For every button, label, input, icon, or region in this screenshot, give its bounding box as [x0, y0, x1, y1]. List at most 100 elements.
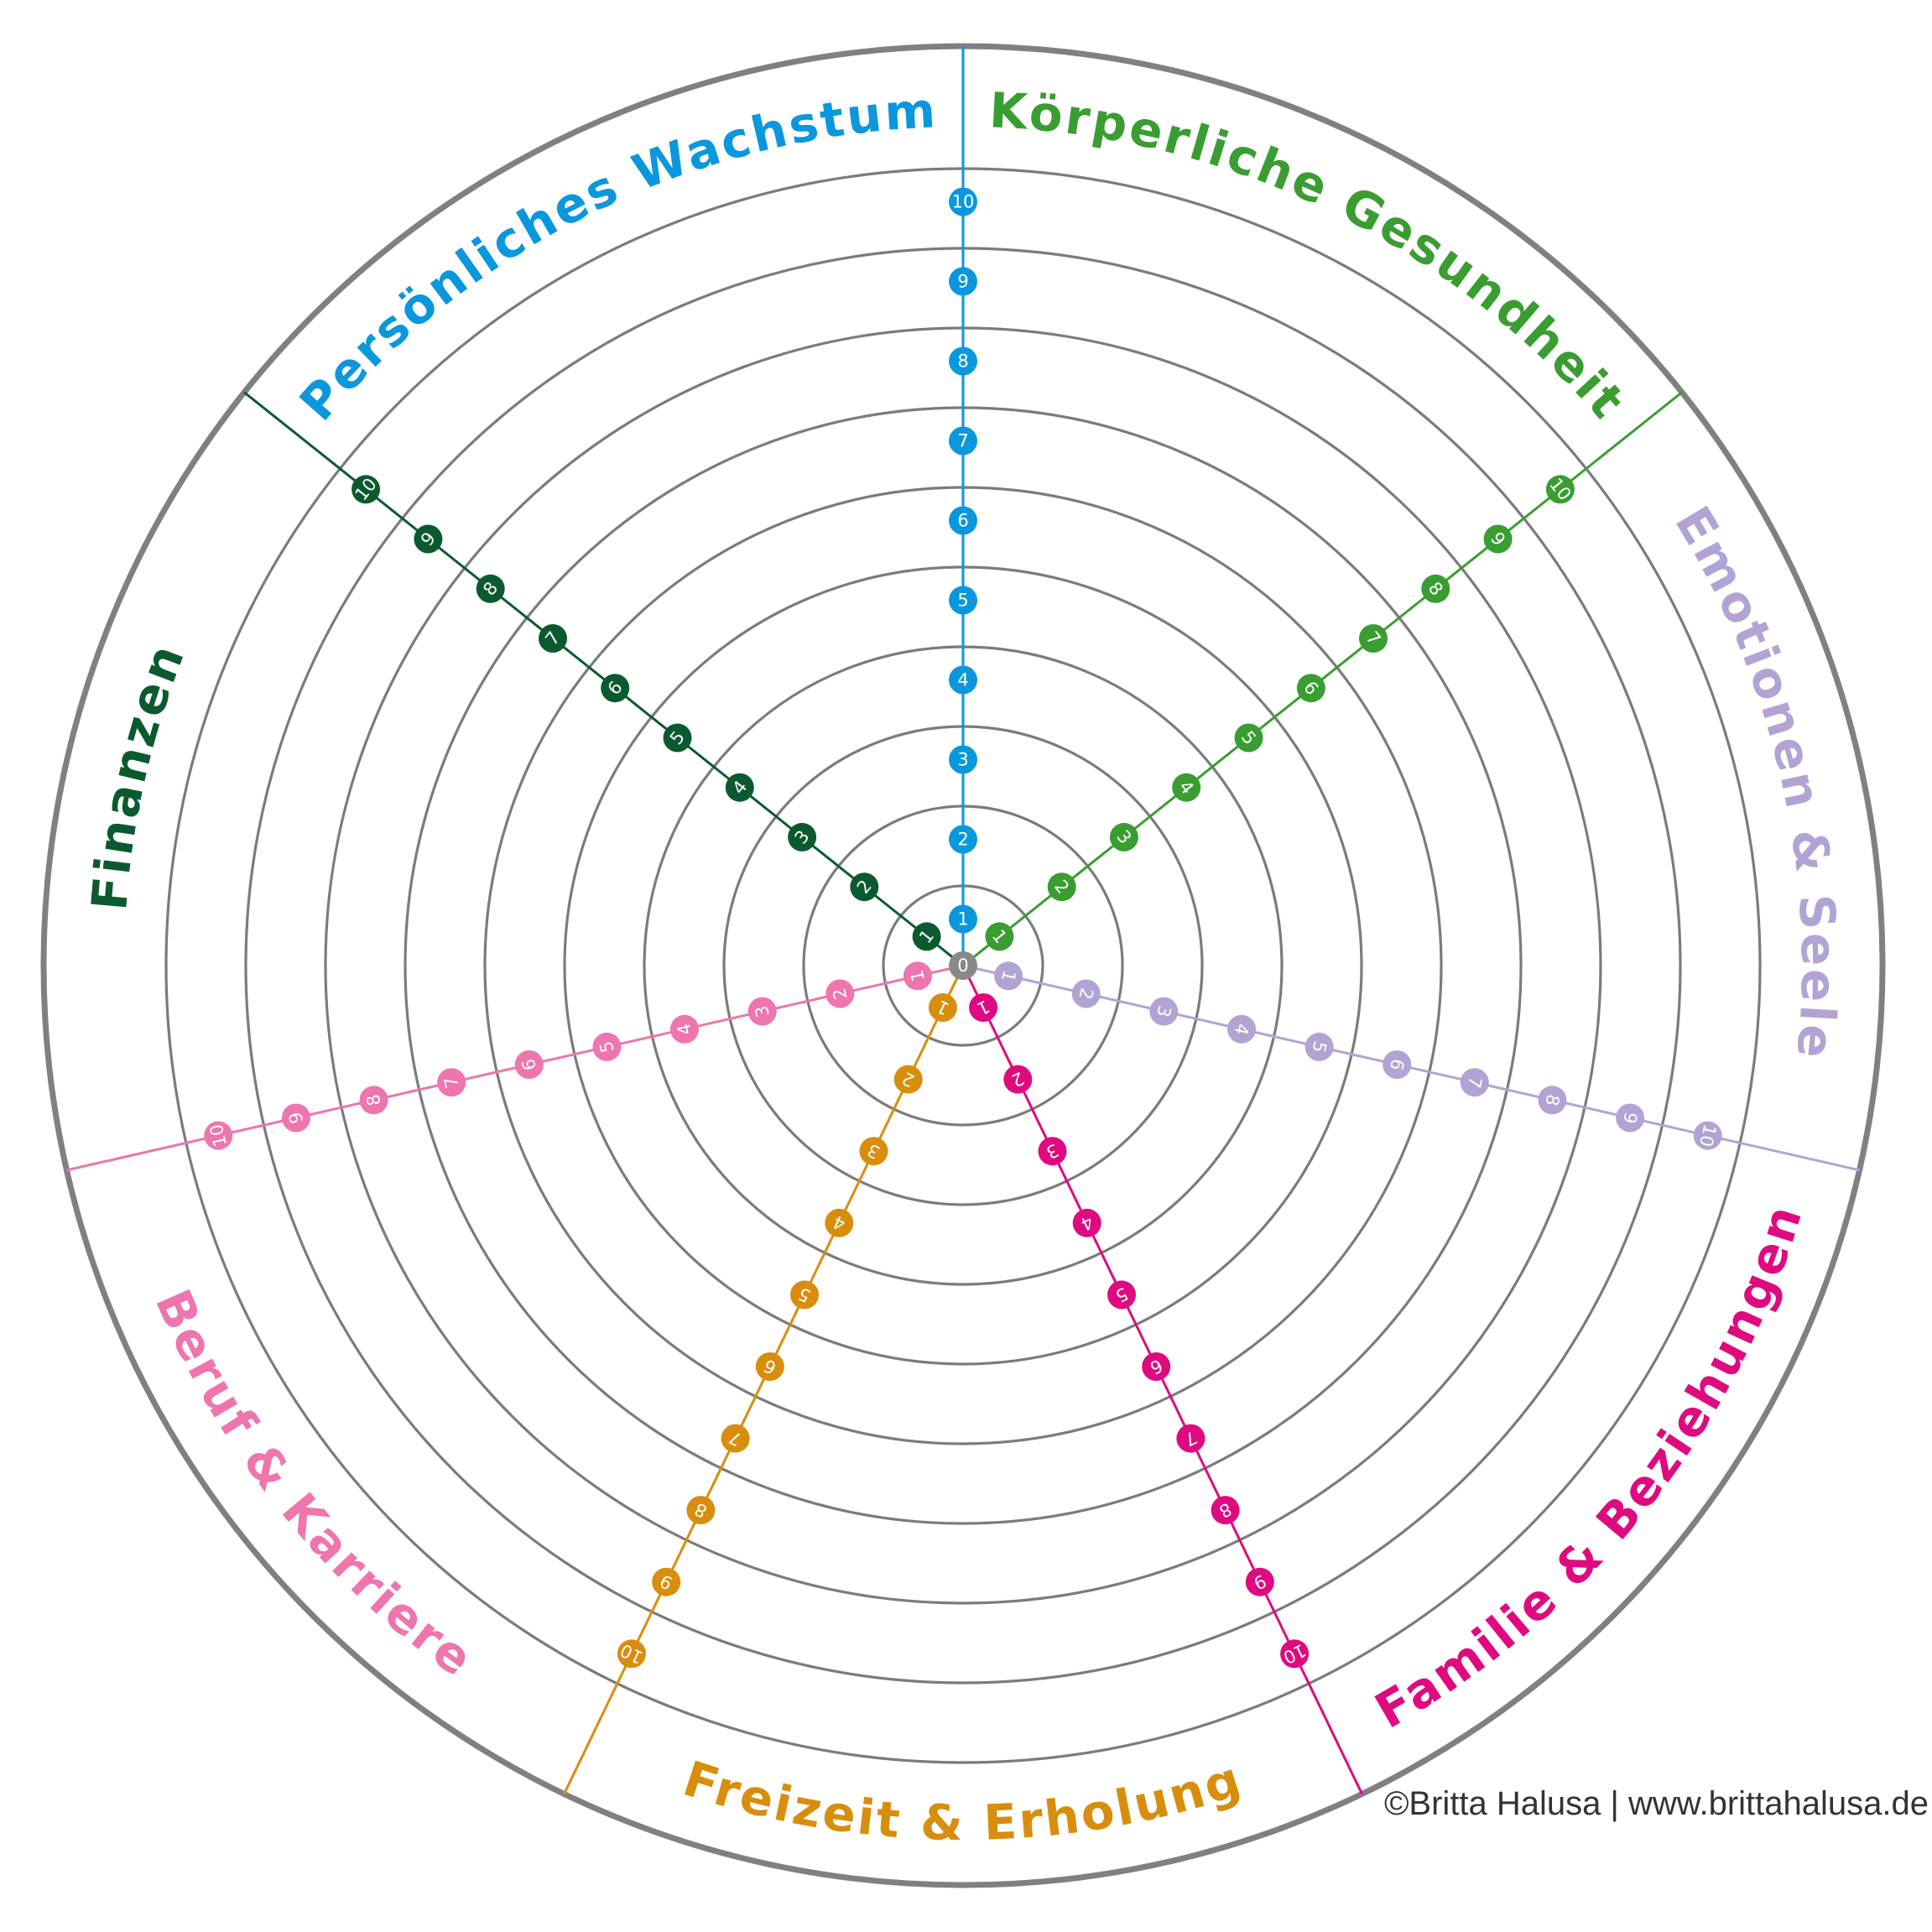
koerperliche-gesundheit-marker-1[interactable]: 1 — [985, 922, 1014, 951]
beruf-und-karriere-marker-label-3: 3 — [752, 1003, 773, 1018]
koerperliche-gesundheit-marker-4[interactable]: 4 — [1172, 773, 1201, 802]
emotionen-und-seele-marker-8[interactable]: 8 — [1538, 1086, 1567, 1115]
emotionen-und-seele-marker-5[interactable]: 5 — [1304, 1032, 1334, 1061]
freizeit-und-erholung-marker-9[interactable]: 9 — [652, 1567, 681, 1596]
familie-und-beziehungen-marker-5[interactable]: 5 — [1107, 1280, 1136, 1310]
finanzen-marker-label-10: 10 — [351, 474, 380, 504]
freizeit-und-erholung-marker-1[interactable]: 1 — [928, 993, 957, 1022]
beruf-und-karriere-marker-label-10: 10 — [206, 1122, 231, 1148]
beruf-und-karriere-marker-label-8: 8 — [362, 1092, 384, 1107]
finanzen-marker-9[interactable]: 9 — [414, 524, 443, 554]
beruf-und-karriere-marker-dot-8 — [359, 1086, 388, 1115]
emotionen-und-seele-marker-3[interactable]: 3 — [1149, 997, 1179, 1026]
familie-und-beziehungen-marker-10[interactable]: 10 — [1280, 1639, 1309, 1669]
persoenliches-wachstum-marker-9[interactable]: 9 — [949, 267, 977, 296]
emotionen-und-seele-marker-10[interactable]: 10 — [1693, 1121, 1722, 1150]
persoenliches-wachstum-marker-1[interactable]: 1 — [949, 904, 977, 934]
persoenliches-wachstum-marker-2[interactable]: 2 — [949, 825, 977, 854]
finanzen-marker-8[interactable]: 8 — [476, 574, 505, 603]
persoenliches-wachstum-marker-4[interactable]: 4 — [949, 665, 977, 695]
finanzen-marker-4[interactable]: 4 — [725, 773, 754, 802]
koerperliche-gesundheit-marker-dot-6 — [1296, 674, 1325, 703]
freizeit-und-erholung-marker-2[interactable]: 2 — [893, 1065, 923, 1094]
beruf-und-karriere-marker-10[interactable]: 10 — [204, 1121, 233, 1150]
beruf-und-karriere-marker-5[interactable]: 5 — [592, 1032, 622, 1061]
familie-und-beziehungen-marker-1[interactable]: 1 — [969, 993, 998, 1022]
emotionen-und-seele-marker-6[interactable]: 6 — [1383, 1050, 1412, 1079]
emotionen-und-seele-marker-dot-3 — [1149, 997, 1179, 1026]
familie-und-beziehungen-marker-dot-8 — [1211, 1496, 1240, 1525]
persoenliches-wachstum-marker-7[interactable]: 7 — [949, 426, 977, 456]
emotionen-und-seele-marker-dot-9 — [1616, 1103, 1645, 1133]
familie-und-beziehungen-marker-4[interactable]: 4 — [1072, 1208, 1101, 1237]
finanzen-marker-6[interactable]: 6 — [601, 674, 630, 703]
freizeit-und-erholung-marker-8[interactable]: 8 — [686, 1496, 716, 1525]
freizeit-und-erholung-marker-3[interactable]: 3 — [859, 1137, 888, 1166]
persoenliches-wachstum-marker-dot-3 — [949, 745, 977, 774]
freizeit-und-erholung-marker-7[interactable]: 7 — [721, 1424, 750, 1453]
beruf-und-karriere-marker-dot-5 — [592, 1032, 622, 1061]
beruf-und-karriere-marker-4[interactable]: 4 — [670, 1014, 699, 1044]
finanzen-marker-10[interactable]: 10 — [351, 474, 380, 504]
beruf-und-karriere-marker-label-6: 6 — [518, 1057, 540, 1072]
beruf-und-karriere-marker-3[interactable]: 3 — [747, 997, 777, 1026]
freizeit-und-erholung-marker-dot-1 — [928, 993, 957, 1022]
freizeit-und-erholung-marker-4[interactable]: 4 — [825, 1208, 854, 1237]
familie-und-beziehungen-marker-2[interactable]: 2 — [1003, 1065, 1033, 1094]
familie-und-beziehungen-marker-3[interactable]: 3 — [1038, 1137, 1067, 1166]
familie-und-beziehungen-marker-8[interactable]: 8 — [1211, 1496, 1240, 1525]
emotionen-und-seele-marker-1[interactable]: 1 — [994, 961, 1023, 991]
freizeit-und-erholung-marker-6[interactable]: 6 — [755, 1352, 784, 1381]
scale-markers: 1 2 3 4 5 6 7 8 9 10 1 2 3 4 5 6 7 8 9 10 1 2 3 4 5 6 7 8 9 10 1 2 3 4 5 6 7… — [204, 187, 1722, 1669]
persoenliches-wachstum-marker-dot-7 — [949, 426, 977, 456]
finanzen-marker-7[interactable]: 7 — [539, 624, 567, 653]
koerperliche-gesundheit-marker-5[interactable]: 5 — [1234, 723, 1263, 752]
persoenliches-wachstum-marker-10[interactable]: 10 — [949, 187, 977, 216]
finanzen-marker-1[interactable]: 1 — [912, 922, 941, 951]
persoenliches-wachstum-marker-5[interactable]: 5 — [949, 586, 977, 615]
persoenliches-wachstum-marker-6[interactable]: 6 — [949, 506, 977, 535]
koerperliche-gesundheit-marker-6[interactable]: 6 — [1296, 674, 1325, 703]
koerperliche-gesundheit-marker-3[interactable]: 3 — [1109, 822, 1138, 851]
persoenliches-wachstum-marker-label-10: 10 — [952, 192, 975, 212]
koerperliche-gesundheit-marker-10[interactable]: 10 — [1545, 474, 1575, 504]
beruf-und-karriere-marker-dot-6 — [514, 1050, 544, 1079]
persoenliches-wachstum-marker-8[interactable]: 8 — [949, 346, 977, 376]
persoenliches-wachstum-marker-3[interactable]: 3 — [949, 745, 977, 774]
freizeit-und-erholung-title: Freizeit & Erholung — [677, 1750, 1249, 1852]
emotionen-und-seele-marker-label-10: 10 — [1695, 1122, 1720, 1148]
emotionen-und-seele-marker-4[interactable]: 4 — [1227, 1014, 1256, 1044]
beruf-und-karriere-marker-8[interactable]: 8 — [359, 1086, 388, 1115]
emotionen-und-seele-title: Emotionen & Seele — [1664, 497, 1847, 1063]
finanzen-marker-dot-2 — [850, 872, 879, 902]
koerperliche-gesundheit-marker-9[interactable]: 9 — [1483, 524, 1513, 554]
beruf-und-karriere-marker-label-7: 7 — [440, 1075, 462, 1090]
finanzen-marker-5[interactable]: 5 — [663, 723, 692, 752]
beruf-und-karriere-marker-7[interactable]: 7 — [437, 1068, 466, 1097]
beruf-und-karriere-marker-6[interactable]: 6 — [514, 1050, 544, 1079]
emotionen-und-seele-marker-9[interactable]: 9 — [1616, 1103, 1645, 1133]
freizeit-und-erholung-marker-dot-6 — [755, 1352, 784, 1381]
finanzen-marker-dot-10 — [352, 475, 381, 504]
beruf-und-karriere-marker-dot-7 — [437, 1068, 466, 1097]
beruf-und-karriere-marker-2[interactable]: 2 — [825, 979, 855, 1008]
emotionen-und-seele-marker-2[interactable]: 2 — [1071, 979, 1101, 1008]
familie-und-beziehungen-marker-7[interactable]: 7 — [1176, 1424, 1206, 1453]
beruf-und-karriere-marker-1[interactable]: 1 — [903, 961, 932, 991]
koerperliche-gesundheit-marker-dot-10 — [1545, 475, 1575, 504]
koerperliche-gesundheit-marker-2[interactable]: 2 — [1047, 872, 1076, 902]
freizeit-und-erholung-marker-5[interactable]: 5 — [790, 1280, 819, 1310]
koerperliche-gesundheit-marker-7[interactable]: 7 — [1359, 624, 1388, 653]
freizeit-und-erholung-marker-10[interactable]: 10 — [617, 1639, 646, 1669]
emotionen-und-seele-marker-label-3: 3 — [1153, 1003, 1174, 1018]
koerperliche-gesundheit-marker-8[interactable]: 8 — [1421, 574, 1450, 603]
finanzen-marker-3[interactable]: 3 — [788, 822, 817, 851]
persoenliches-wachstum-marker-label-7: 7 — [957, 431, 968, 451]
beruf-und-karriere-marker-9[interactable]: 9 — [281, 1103, 310, 1133]
familie-und-beziehungen-marker-6[interactable]: 6 — [1142, 1352, 1171, 1381]
finanzen-marker-2[interactable]: 2 — [850, 872, 879, 902]
beruf-und-karriere-marker-dot-9 — [281, 1103, 310, 1133]
emotionen-und-seele-marker-7[interactable]: 7 — [1460, 1068, 1489, 1097]
familie-und-beziehungen-marker-9[interactable]: 9 — [1245, 1567, 1274, 1596]
persoenliches-wachstum-marker-label-3: 3 — [957, 750, 968, 770]
